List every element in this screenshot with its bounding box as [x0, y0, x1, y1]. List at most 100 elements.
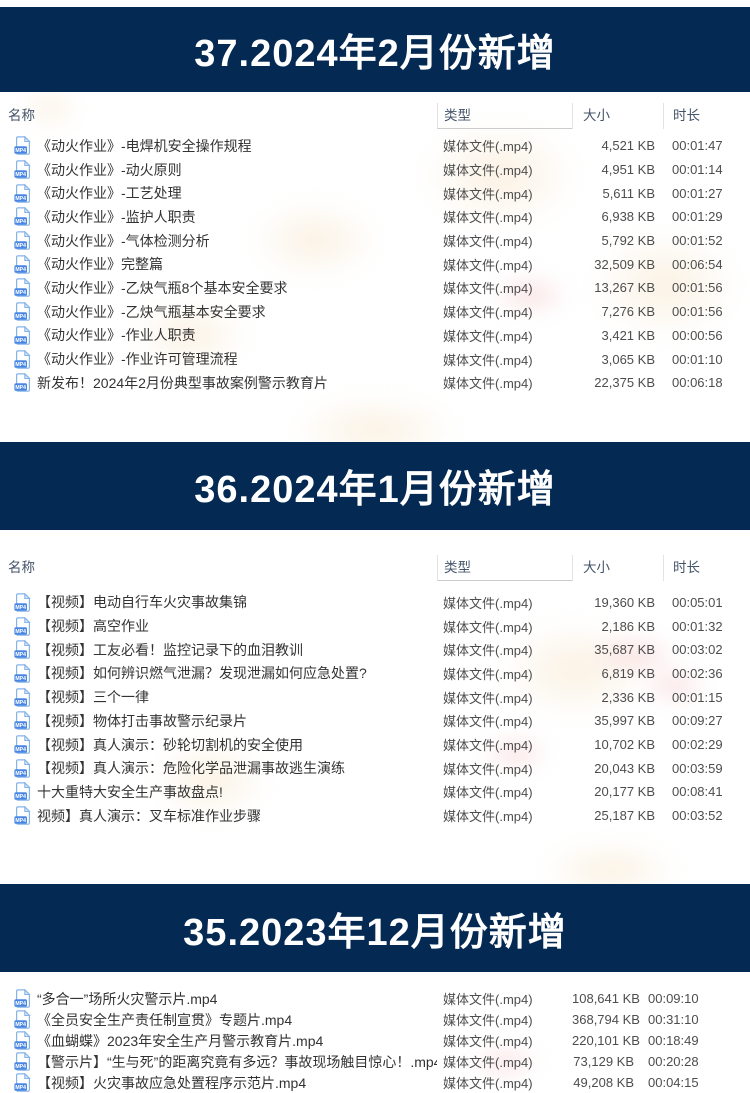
file-name[interactable]: 《动火作业》-工艺处理 [37, 185, 182, 202]
file-row[interactable]: MP4 《动火作业》-作业人职责 媒体文件(.mp4) 3,421 KB 00:… [0, 324, 750, 348]
file-size: 25,187 KB [594, 808, 655, 824]
section-title: 37.2024年2月份新增 [194, 33, 556, 75]
svg-text:MP4: MP4 [15, 652, 26, 658]
file-name[interactable]: 《动火作业》-气体检测分析 [37, 232, 210, 249]
file-duration: 00:01:29 [672, 209, 723, 225]
file-type: 媒体文件(.mp4) [443, 666, 533, 682]
file-row[interactable]: MP4 十大重特大安全生产事故盘点! 媒体文件(.mp4) 20,177 KB … [0, 780, 750, 804]
column-header-size[interactable]: 大小 [572, 103, 663, 129]
file-row[interactable]: MP4 【视频】真人演示：危险化学品泄漏事故逃生演练 媒体文件(.mp4) 20… [0, 756, 750, 780]
mp4-file-icon: MP4 [14, 758, 31, 778]
table-body: MP4 “多合一”场所火灾警示片.mp4 媒体文件(.mp4) 108,641 … [0, 988, 750, 1093]
file-size: 4,951 KB [601, 162, 656, 178]
file-row[interactable]: MP4 《动火作业》-乙炔气瓶8个基本安全要求 媒体文件(.mp4) 13,26… [0, 276, 750, 300]
file-name[interactable]: 《动火作业》-作业许可管理流程 [37, 351, 238, 368]
file-name[interactable]: 【视频】电动自行车火灾事故集锦 [37, 594, 247, 611]
svg-text:MP4: MP4 [15, 361, 26, 367]
file-row[interactable]: MP4 《动火作业》-电焊机安全操作规程 媒体文件(.mp4) 4,521 KB… [0, 134, 750, 158]
file-name[interactable]: 《动火作业》-动火原则 [37, 161, 182, 178]
file-name[interactable]: 《动火作业》-乙炔气瓶基本安全要求 [37, 303, 266, 320]
file-name[interactable]: 十大重特大安全生产事故盘点! [37, 783, 223, 800]
file-row[interactable]: MP4 《动火作业》-工艺处理 媒体文件(.mp4) 5,611 KB 00:0… [0, 181, 750, 205]
svg-text:MP4: MP4 [15, 1085, 26, 1091]
file-row[interactable]: MP4 【视频】物体打击事故警示纪录片 媒体文件(.mp4) 35,997 KB… [0, 709, 750, 733]
file-name-cell: MP4 《全员安全生产责任制宣贯》专题片.mp4 [0, 1010, 437, 1030]
file-name[interactable]: 【视频】真人演示：砂轮切割机的安全使用 [37, 736, 303, 753]
file-row[interactable]: MP4 新发布！2024年2月份典型事故案例警示教育片 媒体文件(.mp4) 2… [0, 371, 750, 395]
file-name[interactable]: 【视频】物体打击事故警示纪录片 [37, 712, 247, 729]
column-header-size[interactable]: 大小 [572, 554, 663, 581]
file-row[interactable]: MP4 【警示片】“生与死”的距离究竟有多远？事故现场触目惊心！.mp4 媒体文… [0, 1051, 750, 1072]
file-name[interactable]: 《动火作业》-监护人职责 [37, 208, 196, 225]
file-name[interactable]: 新发布！2024年2月份典型事故案例警示教育片 [37, 374, 328, 391]
file-row[interactable]: MP4 【视频】真人演示：砂轮切割机的安全使用 媒体文件(.mp4) 10,70… [0, 733, 750, 757]
file-duration: 00:04:15 [648, 1075, 699, 1091]
file-name[interactable]: 《血蝴蝶》2023年安全生产月警示教育片.mp4 [37, 1032, 324, 1049]
file-row[interactable]: MP4 【视频】如何辨识燃气泄漏？发现泄漏如何应急处置? 媒体文件(.mp4) … [0, 662, 750, 686]
mp4-file-icon: MP4 [14, 159, 31, 179]
file-name[interactable]: 【警示片】“生与死”的距离究竟有多远？事故现场触目惊心！.mp4 [37, 1053, 437, 1070]
file-row[interactable]: MP4 《动火作业》完整篇 媒体文件(.mp4) 32,509 KB 00:06… [0, 252, 750, 276]
file-row[interactable]: MP4 《血蝴蝶》2023年安全生产月警示教育片.mp4 媒体文件(.mp4) … [0, 1030, 750, 1051]
file-duration: 00:02:29 [672, 737, 723, 753]
file-name[interactable]: 【视频】真人演示：危险化学品泄漏事故逃生演练 [37, 760, 345, 777]
mp4-file-icon: MP4 [14, 349, 31, 369]
file-name[interactable]: 《动火作业》完整篇 [37, 256, 163, 273]
file-row[interactable]: MP4 【视频】三个一律 媒体文件(.mp4) 2,336 KB 00:01:1… [0, 685, 750, 709]
file-row[interactable]: MP4 《动火作业》-气体检测分析 媒体文件(.mp4) 5,792 KB 00… [0, 229, 750, 253]
file-type: 媒体文件(.mp4) [443, 352, 533, 368]
column-header-duration[interactable]: 时长 [663, 103, 750, 129]
svg-text:MP4: MP4 [15, 196, 26, 202]
file-duration: 00:03:59 [672, 760, 723, 776]
file-name[interactable]: 《动火作业》-电焊机安全操作规程 [37, 137, 252, 154]
file-size: 2,336 KB [601, 689, 656, 705]
file-name-cell: MP4 【视频】三个一律 [0, 687, 437, 707]
file-type: 媒体文件(.mp4) [443, 619, 533, 635]
mp4-file-icon: MP4 [14, 278, 31, 298]
column-header-type[interactable]: 类型 [437, 554, 572, 581]
column-header-duration[interactable]: 时长 [663, 554, 750, 581]
file-row[interactable]: MP4 【视频】火灾事故应急处置程序示范片.mp4 媒体文件(.mp4) 49,… [0, 1072, 750, 1093]
column-header-type[interactable]: 类型 [437, 103, 572, 129]
file-name[interactable]: 【视频】高空作业 [37, 618, 149, 635]
file-type: 媒体文件(.mp4) [443, 376, 533, 392]
file-duration: 00:01:56 [672, 304, 723, 320]
file-name-cell: MP4 十大重特大安全生产事故盘点! [0, 781, 437, 802]
file-name[interactable]: 《动火作业》-作业人职责 [37, 327, 196, 344]
file-size: 20,043 KB [594, 760, 655, 776]
file-row[interactable]: MP4 《动火作业》-监护人职责 媒体文件(.mp4) 6,938 KB 00:… [0, 205, 750, 229]
file-row[interactable]: MP4 “多合一”场所火灾警示片.mp4 媒体文件(.mp4) 108,641 … [0, 988, 750, 1009]
file-name[interactable]: 【视频】如何辨识燃气泄漏？发现泄漏如何应急处置? [37, 665, 367, 682]
file-name-cell: MP4 【视频】真人演示：砂轮切割机的安全使用 [0, 734, 437, 755]
file-size: 35,687 KB [594, 642, 655, 658]
file-row[interactable]: MP4 【视频】高空作业 媒体文件(.mp4) 2,186 KB 00:01:3… [0, 614, 750, 638]
file-duration: 00:06:54 [672, 256, 723, 272]
file-name-cell: MP4 《动火作业》完整篇 [0, 254, 437, 274]
file-row[interactable]: MP4 《动火作业》-动火原则 媒体文件(.mp4) 4,951 KB 00:0… [0, 158, 750, 182]
file-name[interactable]: 《全员安全生产责任制宣贯》专题片.mp4 [37, 1011, 293, 1028]
file-name[interactable]: 【视频】火灾事故应急处置程序示范片.mp4 [37, 1074, 307, 1091]
mp4-file-icon: MP4 [14, 230, 31, 250]
file-row[interactable]: MP4 【视频】电动自行车火灾事故集锦 媒体文件(.mp4) 19,360 KB… [0, 591, 750, 615]
file-name[interactable]: “多合一”场所火灾警示片.mp4 [37, 990, 218, 1007]
file-name[interactable]: 【视频】三个一律 [37, 689, 149, 706]
mp4-file-icon: MP4 [14, 1031, 31, 1051]
file-name[interactable]: 《动火作业》-乙炔气瓶8个基本安全要求 [37, 279, 288, 296]
column-header-name[interactable]: 名称 [8, 559, 35, 575]
file-name-cell: MP4 《动火作业》-作业许可管理流程 [0, 349, 437, 369]
file-name[interactable]: 【视频】工友必看！监控记录下的血泪教训 [37, 641, 303, 658]
file-size: 10,702 KB [594, 737, 655, 753]
file-row[interactable]: MP4 【视频】工友必看！监控记录下的血泪教训 媒体文件(.mp4) 35,68… [0, 638, 750, 662]
file-row[interactable]: MP4 《动火作业》-乙炔气瓶基本安全要求 媒体文件(.mp4) 7,276 K… [0, 300, 750, 324]
file-name-cell: MP4 《动火作业》-乙炔气瓶基本安全要求 [0, 301, 437, 322]
file-type: 媒体文件(.mp4) [443, 281, 533, 297]
column-header-name[interactable]: 名称 [8, 108, 35, 123]
file-row[interactable]: MP4 《动火作业》-作业许可管理流程 媒体文件(.mp4) 3,065 KB … [0, 347, 750, 371]
file-name[interactable]: 视频】真人演示：叉车标准作业步骤 [37, 807, 261, 824]
file-row[interactable]: MP4 视频】真人演示：叉车标准作业步骤 媒体文件(.mp4) 25,187 K… [0, 804, 750, 828]
file-duration: 00:01:56 [672, 280, 723, 296]
svg-text:MP4: MP4 [15, 219, 26, 225]
month-section: 37.2024年2月份新增 名称 类型 大小 时长 MP4 《动火作业》-电焊机… [0, 7, 750, 395]
file-row[interactable]: MP4 《全员安全生产责任制宣贯》专题片.mp4 媒体文件(.mp4) 368,… [0, 1009, 750, 1030]
